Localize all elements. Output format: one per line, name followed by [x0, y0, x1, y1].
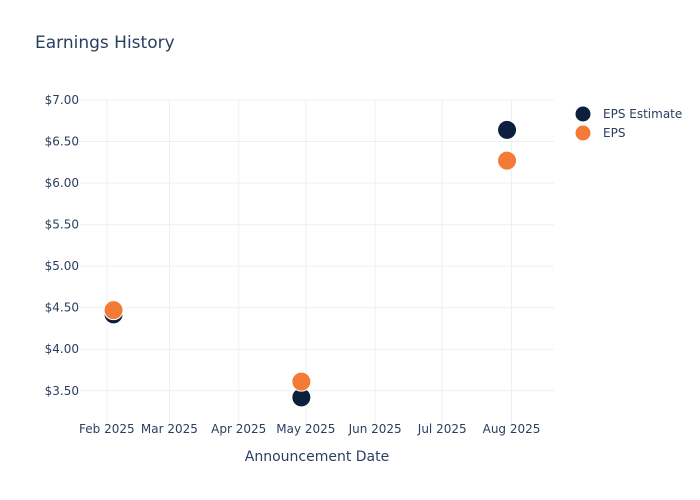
y-tick-label: $5.00 [45, 259, 79, 273]
x-tick-label: Jun 2025 [348, 422, 402, 436]
y-tick-label: $6.00 [45, 176, 79, 190]
chart-title: Earnings History [35, 33, 175, 53]
grid-layer [80, 99, 554, 424]
eps-point[interactable] [103, 300, 124, 321]
x-tick-label: Feb 2025 [79, 422, 135, 436]
eps-point[interactable] [497, 150, 518, 171]
y-tick-label: $3.50 [45, 384, 79, 398]
y-tick-label: $5.50 [45, 218, 79, 232]
x-axis: Feb 2025 Mar 2025 Apr 2025 May 2025 Jun 2025… [79, 422, 540, 436]
legend-marker [574, 105, 592, 123]
y-tick-label: $4.00 [45, 342, 79, 356]
eps-point[interactable] [291, 371, 312, 392]
x-tick-label: Jul 2025 [417, 422, 467, 436]
legend-label: EPS [603, 126, 625, 140]
y-tick-label: $6.50 [45, 135, 79, 149]
y-tick-label: $7.00 [45, 93, 79, 107]
x-tick-label: Apr 2025 [211, 422, 266, 436]
y-axis: $3.50 $4.00 $4.50 $5.00 $5.50 $6.00 $6.50 $7.00 [45, 93, 79, 398]
x-tick-label: Aug 2025 [483, 422, 541, 436]
points-layer [103, 119, 518, 408]
x-tick-label: May 2025 [276, 422, 335, 436]
y-tick-label: $4.50 [45, 301, 79, 315]
legend: EPS Estimate EPS [574, 105, 682, 142]
legend-marker [574, 124, 592, 142]
x-tick-label: Mar 2025 [141, 422, 198, 436]
eps-estimate-point[interactable] [497, 119, 518, 140]
x-axis-label: Announcement Date [245, 449, 389, 465]
legend-label: EPS Estimate [603, 107, 682, 121]
